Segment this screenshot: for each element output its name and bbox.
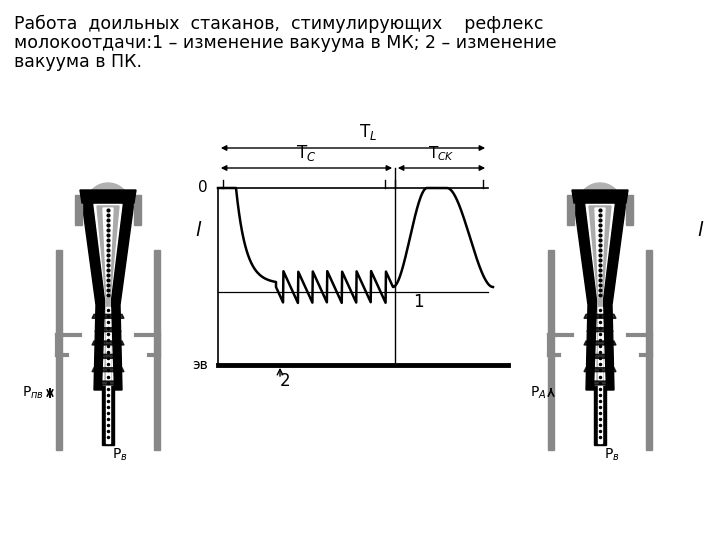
Polygon shape <box>97 206 119 382</box>
Polygon shape <box>587 328 613 332</box>
Polygon shape <box>574 202 626 390</box>
Text: вакуума в ПК.: вакуума в ПК. <box>14 53 142 71</box>
Text: l: l <box>697 220 703 240</box>
Polygon shape <box>82 202 134 390</box>
Polygon shape <box>103 208 113 297</box>
Polygon shape <box>56 250 62 450</box>
Text: T$_L$: T$_L$ <box>359 122 377 142</box>
Polygon shape <box>95 354 121 359</box>
Polygon shape <box>584 314 616 319</box>
Text: эв: эв <box>192 358 208 372</box>
Polygon shape <box>589 206 611 382</box>
Text: 0: 0 <box>199 180 208 195</box>
Text: 1: 1 <box>413 293 423 311</box>
Polygon shape <box>584 368 616 372</box>
Polygon shape <box>646 250 652 450</box>
Polygon shape <box>95 328 121 332</box>
Polygon shape <box>86 183 130 205</box>
Text: Работа  доильных  стаканов,  стимулирующих    рефлекс: Работа доильных стаканов, стимулирующих … <box>14 15 544 33</box>
Polygon shape <box>572 190 628 203</box>
Text: T$_C$: T$_C$ <box>297 143 317 163</box>
Polygon shape <box>92 341 124 345</box>
Polygon shape <box>134 195 141 225</box>
Polygon shape <box>95 381 121 385</box>
Polygon shape <box>587 381 613 385</box>
Polygon shape <box>584 341 616 345</box>
Polygon shape <box>626 195 633 225</box>
Polygon shape <box>106 307 110 443</box>
Text: молокоотдачи:1 – изменение вакуума в МК; 2 – изменение: молокоотдачи:1 – изменение вакуума в МК;… <box>14 34 557 52</box>
Text: T$_{CK}$: T$_{CK}$ <box>428 144 455 163</box>
Polygon shape <box>92 314 124 319</box>
Polygon shape <box>598 307 602 443</box>
Text: l: l <box>195 220 201 240</box>
Polygon shape <box>94 204 122 385</box>
Text: Р$_{пв}$: Р$_{пв}$ <box>22 385 44 401</box>
Polygon shape <box>154 250 160 450</box>
Polygon shape <box>92 368 124 372</box>
Polygon shape <box>102 305 114 445</box>
Polygon shape <box>595 208 605 297</box>
Polygon shape <box>567 195 574 225</box>
Polygon shape <box>594 305 606 445</box>
Polygon shape <box>80 190 136 203</box>
Polygon shape <box>586 204 614 385</box>
Text: Р$_в$: Р$_в$ <box>604 447 620 463</box>
Polygon shape <box>75 195 82 225</box>
Polygon shape <box>587 354 613 359</box>
Text: 2: 2 <box>280 372 291 390</box>
Polygon shape <box>548 250 554 450</box>
Polygon shape <box>578 183 622 205</box>
Text: Р$_А$: Р$_А$ <box>530 385 546 401</box>
Text: Р$_в$: Р$_в$ <box>112 447 127 463</box>
